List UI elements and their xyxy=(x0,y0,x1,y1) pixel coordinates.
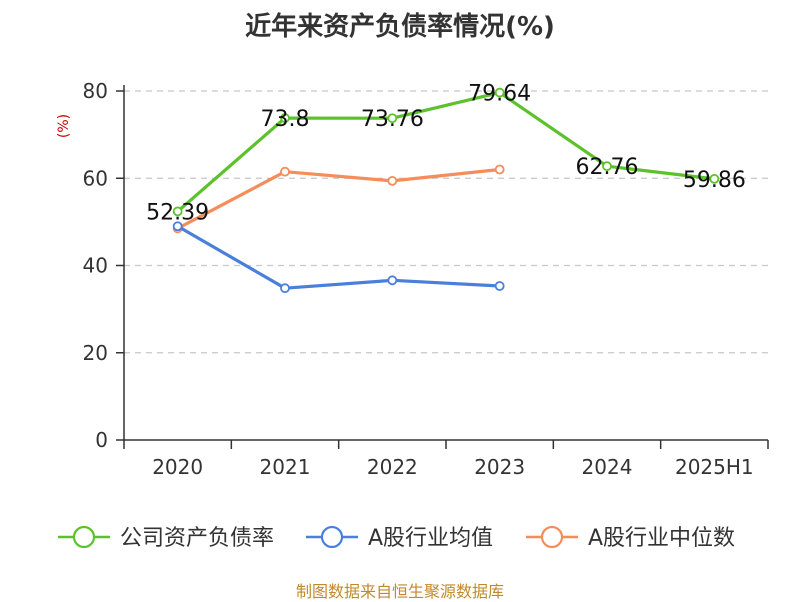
axes: 0 20 40 60 80 2020 2021 2022 2023 2024 2025H1 xyxy=(83,79,769,479)
legend-marker xyxy=(540,525,564,549)
y-tick-label: 20 xyxy=(83,341,108,365)
series-A股行业均值 xyxy=(172,221,505,294)
legend-marker xyxy=(72,525,96,549)
data-point xyxy=(387,275,398,286)
legend-label: A股行业中位数 xyxy=(588,526,735,551)
data-point xyxy=(709,173,720,184)
data-point xyxy=(172,221,183,232)
x-tick-label: 2023 xyxy=(474,455,525,479)
legend-label: A股行业均值 xyxy=(368,526,493,551)
data-point xyxy=(387,113,398,124)
x-tick-label: 2024 xyxy=(582,455,633,479)
x-tick-label: 2020 xyxy=(152,455,203,479)
legend-item[interactable]: 公司资产负债率 xyxy=(58,525,274,551)
legend-marker xyxy=(320,525,344,549)
series-line xyxy=(176,167,500,230)
data-label: 73.76 xyxy=(361,107,424,132)
data-label: 79.64 xyxy=(468,82,531,107)
data-point xyxy=(494,87,505,98)
data-labels: 52.39 73.8 73.76 79.64 62.76 59.86 xyxy=(146,82,746,226)
y-tick-label: 80 xyxy=(83,79,108,103)
data-point xyxy=(280,166,290,177)
data-point xyxy=(280,113,290,123)
y-axis-label: (%) xyxy=(56,114,72,138)
gridlines xyxy=(124,90,768,354)
data-label: 59.86 xyxy=(683,168,746,193)
legend[interactable]: 公司资产负债率 A股行业均值 A股行业中位数 xyxy=(58,525,735,551)
y-tick-label: 60 xyxy=(83,166,108,190)
data-point xyxy=(280,283,290,294)
series-公司资产负债率 xyxy=(172,87,720,217)
data-point xyxy=(172,206,183,217)
y-tick-label: 40 xyxy=(83,254,108,278)
data-point xyxy=(602,161,612,172)
data-point xyxy=(494,281,505,291)
series-lines xyxy=(172,87,720,294)
series-A股行业中位数 xyxy=(172,164,505,234)
y-tick-label: 0 xyxy=(95,428,108,452)
data-point xyxy=(387,175,398,186)
data-label: 52.39 xyxy=(146,200,209,225)
x-tick-label: 2022 xyxy=(367,455,418,479)
legend-item[interactable]: A股行业均值 xyxy=(306,525,493,551)
legend-label: 公司资产负债率 xyxy=(120,526,274,551)
series-line xyxy=(176,90,715,213)
chart-title: 近年来资产负债率情况(%) xyxy=(245,12,555,42)
legend-item[interactable]: A股行业中位数 xyxy=(526,525,735,551)
data-label: 62.76 xyxy=(576,155,639,180)
data-source-note: 制图数据来自恒生聚源数据库 xyxy=(295,582,504,601)
x-tick-label: 2025H1 xyxy=(675,455,754,479)
x-tick-label: 2021 xyxy=(260,455,311,479)
series-line xyxy=(176,224,500,290)
data-point xyxy=(494,164,505,175)
data-label: 73.8 xyxy=(261,107,310,132)
